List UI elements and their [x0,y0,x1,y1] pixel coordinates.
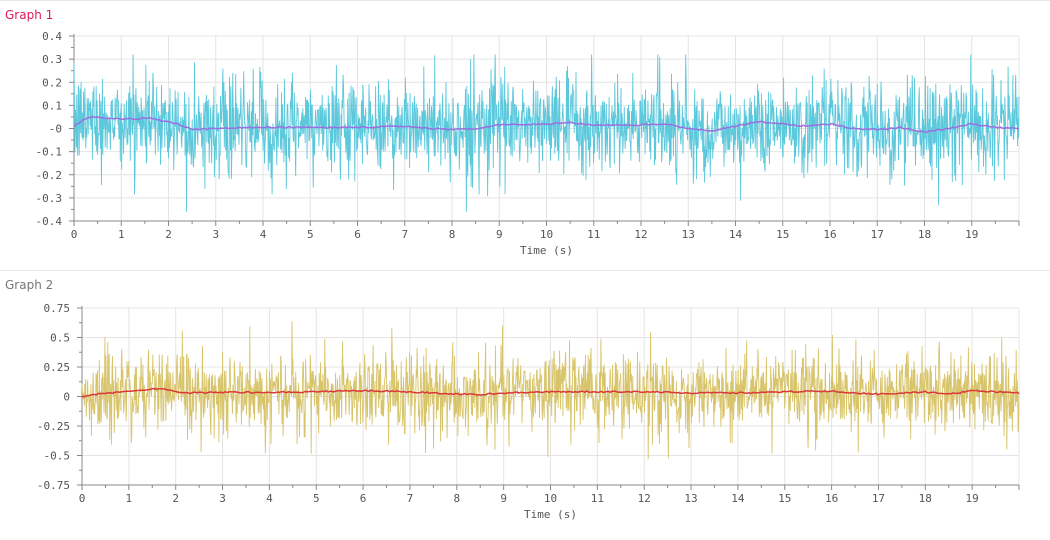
x-tick-label: 2 [165,228,172,241]
x-tick-label: 15 [776,228,789,241]
x-tick-label: 4 [266,492,273,505]
x-tick-label: 4 [260,228,267,241]
graph-2-title[interactable]: Graph 2 [5,278,54,292]
y-tick-label: 0.25 [44,361,71,374]
graph-2-panel: Graph 2 0.75 0.5 0.25 0 -0.25 -0.5 -0.75 0 1 2 3 4 5… [0,270,1050,540]
x-tick-label: 5 [313,492,320,505]
x-tick-label: 5 [307,228,314,241]
x-tick-label: 10 [540,228,553,241]
x-tick-label: 7 [401,228,408,241]
x-tick-label: 8 [449,228,456,241]
smoothed-signal-line-1 [73,115,1020,134]
x-tick-label: 12 [634,228,647,241]
x-tick-label: 16 [823,228,836,241]
graph-1-title[interactable]: Graph 1 [5,8,54,22]
x-tick-label: 0 [79,492,86,505]
x-tick-label: 6 [354,228,361,241]
graph-2-chart: 0.750.50.250-0.25-0.5-0.750 1 2 3 4 5 6 7 8 9 10 11… [37,302,1020,521]
x-tick-label: 8 [453,492,460,505]
x-tick-label: 0 [71,228,78,241]
x-tick-label: 1 [118,228,125,241]
smoothed-signal-line-2 [81,387,1020,398]
x-tick-label: 14 [729,228,743,241]
x-tick-label: 1 [126,492,133,505]
y-tick-label: 0.4 [42,30,62,43]
graph-1-chart: 0.40.30.20.1-0-0.1-0.2-0.3-0.40 1 2 3 4 5 6 7 8 9… [36,30,1020,257]
y-tick-label: 0.1 [42,99,62,112]
x-tick-label: 12 [638,492,651,505]
y-tick-label: -0.3 [36,192,63,205]
x-axis-label: Time (s) [524,508,577,521]
x-tick-label: 7 [407,492,414,505]
x-tick-label: 9 [496,228,503,241]
x-tick-label: 3 [212,228,219,241]
x-tick-label: 11 [591,492,604,505]
x-tick-label: 17 [872,492,885,505]
x-tick-label: 18 [918,228,931,241]
y-tick-label: -0.1 [36,146,63,159]
y-tick-label: -0.25 [37,420,70,433]
x-tick-label: 13 [684,492,697,505]
y-tick-label: 0.2 [42,76,62,89]
y-tick-label: -0 [49,123,62,136]
x-tick-label: 11 [587,228,600,241]
x-tick-label: 19 [965,228,978,241]
raw-signal-line-1 [73,54,1020,212]
y-tick-label: 0.3 [42,53,62,66]
y-tick-label: 0.75 [44,302,71,315]
y-tick-label: -0.4 [36,215,63,228]
raw-signal-line-2 [81,321,1020,460]
y-tick-label: -0.2 [36,169,63,182]
x-tick-label: 17 [871,228,884,241]
x-tick-label: 9 [500,492,507,505]
y-tick-label: -0.75 [37,479,70,492]
y-tick-label: 0.5 [50,332,70,345]
x-tick-label: 16 [825,492,838,505]
x-tick-label: 10 [544,492,557,505]
y-tick-label: -0.5 [44,450,71,463]
graph-1-panel: Graph 1 0.4 0.3 0.2 0.1 -0 -0.1 -0.2 -0.3 -0.4 0 1… [0,0,1050,269]
x-tick-label: 13 [682,228,695,241]
x-tick-label: 15 [778,492,791,505]
x-axis-label: Time (s) [520,244,573,257]
x-tick-label: 19 [966,492,979,505]
y-tick-label: 0 [63,391,70,404]
x-tick-label: 14 [731,492,745,505]
x-tick-label: 3 [219,492,226,505]
x-tick-label: 2 [172,492,179,505]
x-tick-label: 18 [919,492,932,505]
x-tick-label: 6 [360,492,367,505]
